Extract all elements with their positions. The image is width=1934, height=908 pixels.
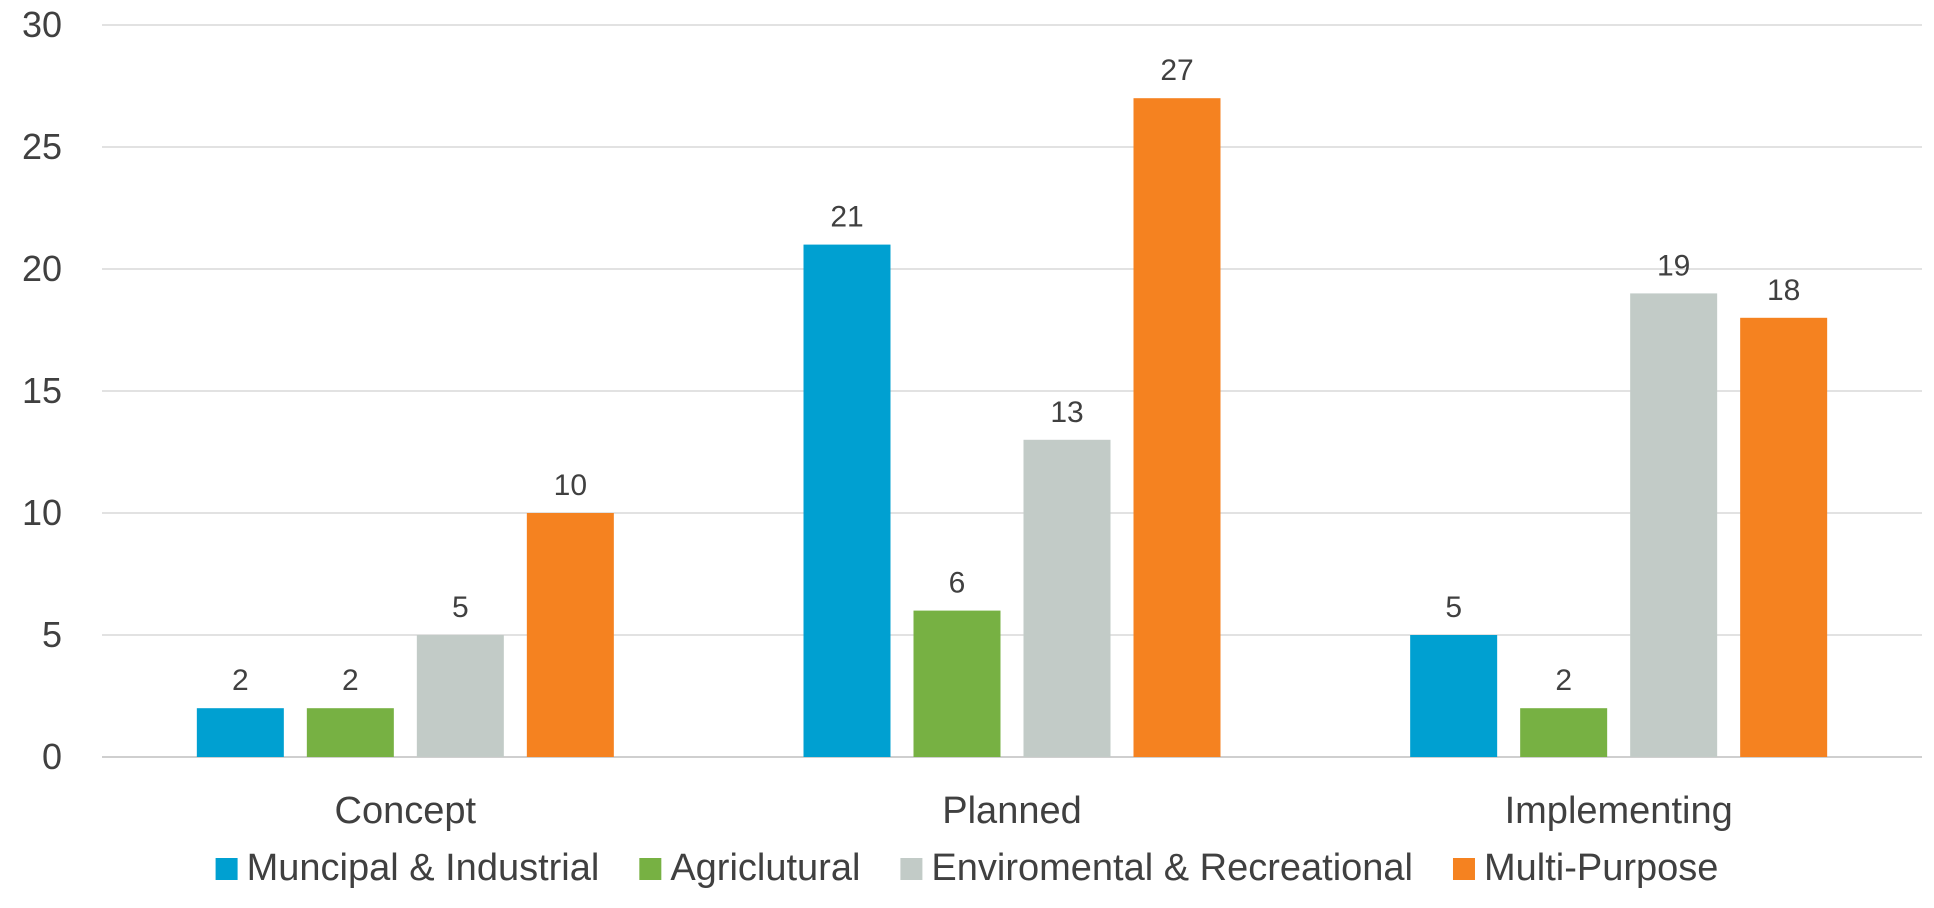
legend-label: Muncipal & Industrial [247,847,600,889]
bar-0-0 [196,708,284,757]
bar-1-0 [803,244,891,758]
data-label: 21 [830,201,863,234]
bar-0-3 [526,513,614,757]
bar-0-1 [306,708,394,757]
bars [196,98,1828,758]
x-axis-category-labels: Concept Planned Implementing [335,790,1733,832]
data-label: 5 [1445,591,1462,624]
data-label: 2 [342,664,359,697]
y-tick-label: 30 [22,4,62,45]
bar-1-1 [913,610,1001,757]
legend-label: Enviromental & Recreational [931,847,1413,889]
legend-label: Agriclutural [670,847,860,889]
legend-item: Muncipal & Industrial [215,847,600,889]
y-tick-label: 25 [22,126,62,167]
x-category-label: Concept [335,790,477,832]
legend-item: Multi-Purpose [1452,847,1718,889]
data-label: 5 [452,591,469,624]
legend-label: Multi-Purpose [1484,847,1718,889]
legend-item: Agriclutural [639,847,860,889]
y-tick-label: 5 [42,614,62,655]
data-label: 18 [1767,274,1800,307]
data-label: 19 [1657,249,1690,282]
data-label: 2 [1555,664,1572,697]
y-axis-tick-labels: 0 5 10 15 20 25 30 [22,4,62,777]
legend-item: Enviromental & Recreational [900,847,1413,889]
bar-1-3 [1133,98,1221,757]
y-tick-label: 15 [22,370,62,411]
legend-swatch [639,858,662,880]
y-tick-label: 0 [42,736,62,777]
bar-2-1 [1520,708,1608,757]
bar-2-3 [1740,317,1828,757]
bar-2-0 [1410,635,1498,757]
legend-swatch [1452,858,1475,880]
y-tick-label: 10 [22,492,62,533]
bar-0-2 [416,635,504,757]
bar-1-2 [1023,439,1111,757]
x-category-label: Planned [942,790,1081,832]
legend: Muncipal & Industrial Agriclutural Envirom… [215,847,1718,889]
legend-swatch [900,858,923,880]
data-label: 6 [949,567,966,600]
data-label: 27 [1160,54,1193,87]
data-label: 13 [1050,396,1083,429]
bar-2-2 [1630,293,1718,757]
data-label: 10 [554,469,587,502]
data-labels: 2 2 5 10 21 6 13 27 5 2 19 18 [232,54,1800,697]
gridlines [102,24,1922,758]
data-label: 2 [232,664,249,697]
legend-swatch [215,858,238,880]
x-category-label: Implementing [1505,790,1733,832]
y-tick-label: 20 [22,248,62,289]
